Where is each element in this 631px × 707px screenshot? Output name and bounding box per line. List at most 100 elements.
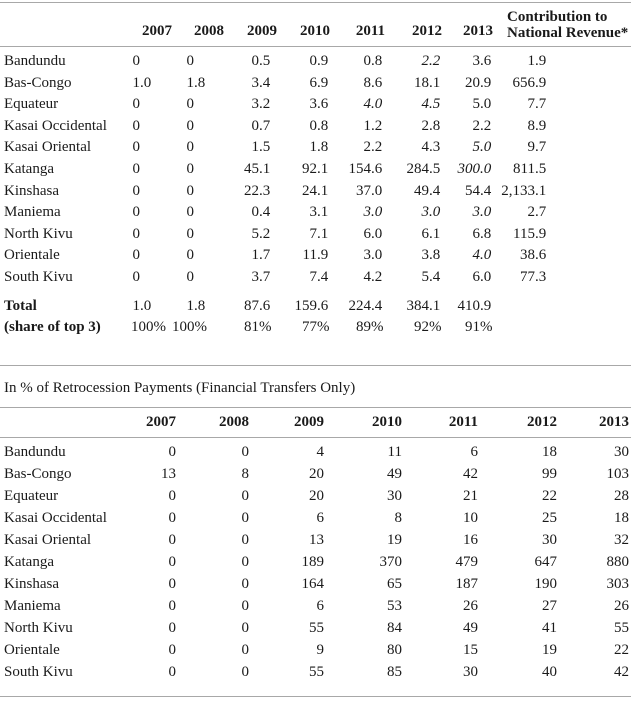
data-cell: 6.1: [421, 225, 441, 242]
data-cell: 880: [606, 553, 630, 570]
table-row: Kasai Occidental 0 0 6 8 10 25 18: [0, 507, 631, 529]
data-cell: 21: [463, 487, 478, 504]
data-cell: 9: [316, 641, 325, 658]
data-cell: 1.8: [309, 139, 329, 156]
data-cell: 27: [542, 597, 557, 614]
data-cell: 2.7: [527, 204, 547, 221]
table-row: Orientale 0 0 1.7 11.9 3.0 3.8 4.0 38.6: [0, 245, 631, 267]
row-label: Total: [4, 297, 37, 314]
data-cell: 2,133.1: [501, 182, 547, 199]
year-header-2007: 2007: [131, 2, 172, 47]
table-row: South Kivu 0 0 3.7 7.4 4.2 5.4 6.0 77.3: [0, 267, 631, 289]
row-label: Katanga: [4, 553, 54, 570]
data-cell: 164: [301, 575, 325, 592]
data-cell: 0: [186, 225, 195, 242]
empty-header-cell: [0, 407, 120, 438]
data-cell: 3.0: [421, 204, 441, 221]
data-cell: 3.1: [309, 204, 329, 221]
data-cell: 1.9: [527, 53, 547, 69]
data-cell: 6.8: [472, 225, 492, 242]
data-cell: 0: [241, 487, 250, 504]
data-cell: 10: [463, 509, 478, 526]
data-cell: 7.1: [309, 225, 329, 242]
data-cell: 0: [241, 619, 250, 636]
data-cell: 0: [186, 268, 195, 285]
data-cell: 303: [606, 575, 630, 592]
data-cell: 0: [132, 96, 141, 113]
data-cell: 0: [241, 575, 250, 592]
data-cell: 0: [132, 117, 141, 134]
table-row: Katanga 0 0 189 370 479 647 880: [0, 551, 631, 573]
data-cell: 3.0: [472, 204, 492, 221]
row-label: Equateur: [4, 487, 59, 504]
data-cell: 8.6: [363, 74, 383, 91]
contribution-header-line1: Contribution to: [507, 9, 608, 25]
data-cell: 0: [241, 443, 250, 460]
data-cell: 0: [241, 597, 250, 614]
amounts-by-province-table: 2007 2008 2009 2010 2011 2012 2013 Contr…: [0, 2, 631, 366]
data-cell: 811.5: [513, 160, 547, 177]
table-row: Maniema 0 0 0.4 3.1 3.0 3.0 3.0 2.7: [0, 202, 631, 224]
data-cell: 1.8: [186, 74, 206, 91]
data-cell: 3.8: [421, 247, 441, 264]
data-cell: 3.0: [363, 247, 383, 264]
data-cell: 189: [301, 553, 325, 570]
data-cell: 26: [463, 597, 478, 614]
row-label: Kasai Occidental: [4, 509, 107, 526]
data-cell: 42: [614, 663, 629, 680]
year-header-2008: 2008: [172, 2, 224, 47]
data-cell: 1.2: [363, 117, 383, 134]
data-cell: 77.3: [520, 268, 547, 285]
data-cell: 0: [241, 553, 250, 570]
data-cell: 284.5: [406, 160, 441, 177]
data-cell: 0: [168, 597, 177, 614]
row-label: Kinshasa: [4, 182, 59, 199]
data-cell: 6: [470, 443, 479, 460]
row-label: North Kivu: [4, 619, 73, 636]
data-cell: 49.4: [414, 182, 441, 199]
table-row: Kinshasa 0 0 22.3 24.1 37.0 49.4 54.4 2,133.1: [0, 181, 631, 203]
row-label: North Kivu: [4, 225, 73, 242]
data-cell: 5.4: [421, 268, 441, 285]
data-cell: 3.4: [251, 74, 271, 91]
data-cell: 16: [463, 531, 478, 548]
year-header-2007: 2007: [120, 407, 178, 438]
data-cell: 1.8: [186, 297, 206, 314]
row-label: South Kivu: [4, 268, 73, 285]
data-cell: 2.2: [472, 117, 492, 134]
row-label: Kasai Oriental: [4, 139, 92, 156]
data-cell: 6.9: [309, 74, 329, 91]
data-cell: 0: [186, 182, 195, 199]
data-cell: 0: [168, 619, 177, 636]
data-cell: 19: [542, 641, 557, 658]
section-title: In % of Retrocession Payments (Financial…: [4, 379, 356, 396]
data-cell: 0: [168, 487, 177, 504]
data-cell: 0: [241, 509, 250, 526]
data-cell: 0: [168, 553, 177, 570]
year-header-2012: 2012: [385, 2, 442, 47]
year-header-2009: 2009: [224, 2, 277, 47]
table-row: Bandundu 0 0 4 11 6 18 30: [0, 437, 631, 463]
year-header-2011: 2011: [404, 407, 480, 438]
data-cell: 100%: [172, 319, 207, 336]
data-cell: 8: [241, 465, 250, 482]
data-cell: 84: [387, 619, 402, 636]
table-row: Kasai Occidental 0 0 0.7 0.8 1.2 2.8 2.2 8.9: [0, 116, 631, 138]
data-cell: 42: [463, 465, 478, 482]
data-cell: 5.0: [472, 96, 492, 113]
row-label: Katanga: [4, 160, 54, 177]
row-label: Bas-Congo: [4, 465, 72, 482]
data-cell: 3.7: [251, 268, 271, 285]
data-cell: 0.8: [309, 117, 329, 134]
data-cell: 4.2: [363, 268, 383, 285]
row-label: Orientale: [4, 247, 60, 264]
data-cell: 81%: [244, 319, 272, 336]
data-cell: 18.1: [414, 74, 441, 91]
data-cell: 32: [614, 531, 629, 548]
data-cell: 3.0: [363, 204, 383, 221]
data-cell: 38.6: [520, 247, 547, 264]
data-cell: 45.1: [244, 160, 271, 177]
table-row: Total 1.0 1.8 87.6 159.6 224.4 384.1 410.9: [0, 289, 631, 318]
data-cell: 0: [168, 531, 177, 548]
data-cell: 0: [132, 160, 141, 177]
